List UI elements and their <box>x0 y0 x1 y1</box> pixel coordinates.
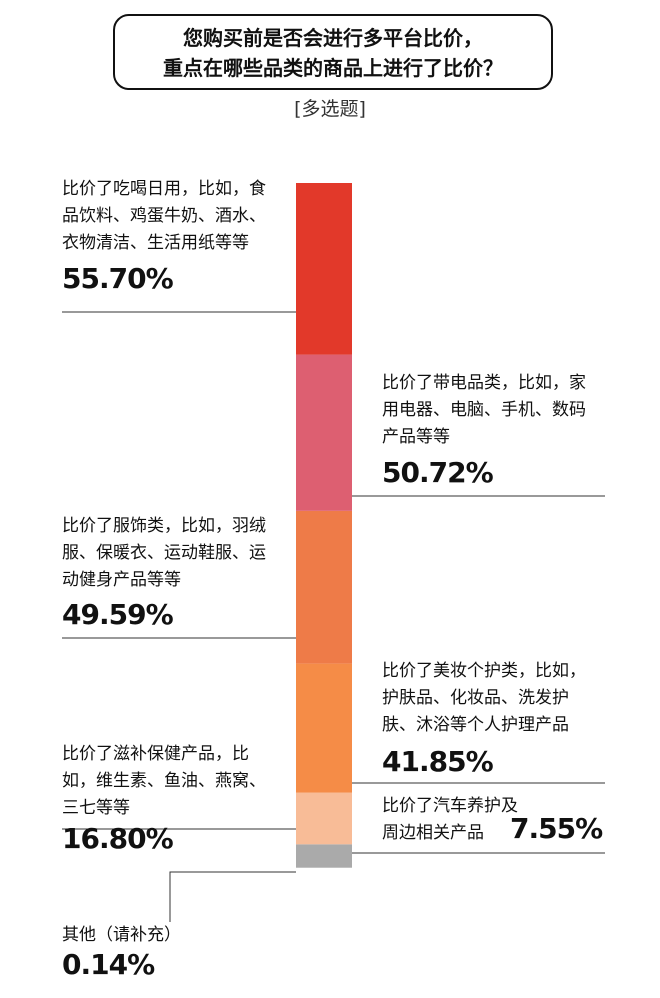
leader-line <box>169 871 296 922</box>
category-label: 比价了带电品类，比如，家用电器、电脑、手机、数码产品等等 <box>382 373 586 447</box>
bar-segment <box>296 792 352 845</box>
category-label: 比价了滋补保健产品，比如，维生素、鱼油、燕窝、三七等等 <box>62 744 266 818</box>
title-box: 您购买前是否会进行多平台比价， 重点在哪些品类的商品上进行了比价？ <box>113 14 553 90</box>
category-label: 其他（请补充） <box>62 925 181 945</box>
category-label: 比价了美妆个护类，比如，护肤品、化妆品、洗发护肤、沐浴等个人护理产品 <box>382 661 586 735</box>
subtitle: [多选题] <box>294 98 366 120</box>
category-label: 比价了汽车养护及周边相关产品 <box>382 796 518 843</box>
value-label: 55.70% <box>62 262 174 295</box>
title-line: 您购买前是否会进行多平台比价， <box>183 26 483 50</box>
value-label: 7.55% <box>510 812 603 845</box>
bar-segment <box>296 663 352 793</box>
bar-segment <box>296 510 352 664</box>
category-label: 比价了吃喝日用，比如，食品饮料、鸡蛋牛奶、酒水、衣物清洁、生活用纸等等 <box>62 179 266 253</box>
category-label: 比价了服饰类，比如，羽绒服、保暖衣、运动鞋服、运动健身产品等等 <box>62 516 266 590</box>
value-label: 16.80% <box>62 822 174 855</box>
value-label: 49.59% <box>62 598 174 631</box>
title-line: 重点在哪些品类的商品上进行了比价？ <box>163 56 503 80</box>
bar-segment <box>296 183 352 355</box>
value-label: 41.85% <box>382 745 494 778</box>
value-label: 0.14% <box>62 948 155 981</box>
bar-segment <box>296 354 352 511</box>
bar-segment <box>296 844 352 868</box>
value-label: 50.72% <box>382 456 494 489</box>
